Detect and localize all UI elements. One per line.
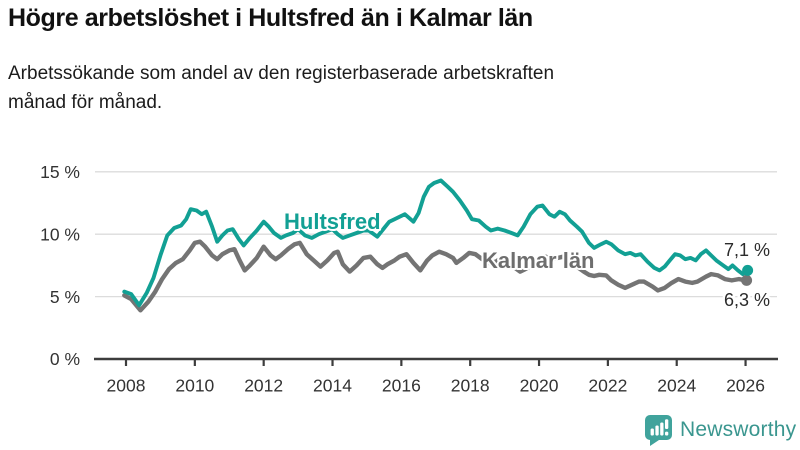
page-title: Högre arbetslöshet i Hultsfred än i Kalm… [8, 4, 533, 32]
x-tick-label: 2008 [107, 376, 146, 396]
chart-subtitle: Arbetssökande som andel av den registerb… [8, 63, 555, 113]
y-tick-label: 0 % [50, 349, 80, 369]
end-dot-hultsfred [742, 264, 754, 276]
end-dot-kalmar-l-n [741, 274, 753, 286]
x-tick-label: 2024 [657, 376, 696, 396]
series-label-hultsfred: Hultsfred [284, 209, 381, 234]
x-tick-label: 2014 [313, 376, 352, 396]
series-line-kalmar-l-n [122, 239, 749, 313]
line-chart: 2008 2010 2012 2014 2016 2018 2020 2022 2024 2026… [40, 162, 778, 396]
x-tick-label: 2018 [451, 376, 490, 396]
x-tick-label: 2026 [726, 376, 765, 396]
y-tick-label: 15 % [40, 162, 80, 182]
x-tick-label: 2010 [175, 376, 214, 396]
x-tick-label: 2020 [520, 376, 559, 396]
y-tick-label: 5 % [50, 287, 80, 307]
newsworthy-logo-text: Newsworthy [680, 418, 797, 441]
series-label-kalmar-l-n: Kalmar län [482, 248, 595, 273]
x-tick-label: 2012 [244, 376, 283, 396]
newsworthy-logo-icon [645, 415, 672, 446]
series-line-hultsfred [122, 178, 750, 308]
newsworthy-logo: Newsworthy [645, 413, 796, 447]
y-tick-label: 10 % [40, 224, 80, 244]
x-tick-label: 2022 [588, 376, 627, 396]
bar-chart-glyph [650, 419, 669, 436]
end-value-label-kalmar-l-n: 6,3 % [724, 290, 770, 310]
x-tick-label: 2016 [382, 376, 421, 396]
end-value-label-hultsfred: 7,1 % [724, 240, 770, 260]
